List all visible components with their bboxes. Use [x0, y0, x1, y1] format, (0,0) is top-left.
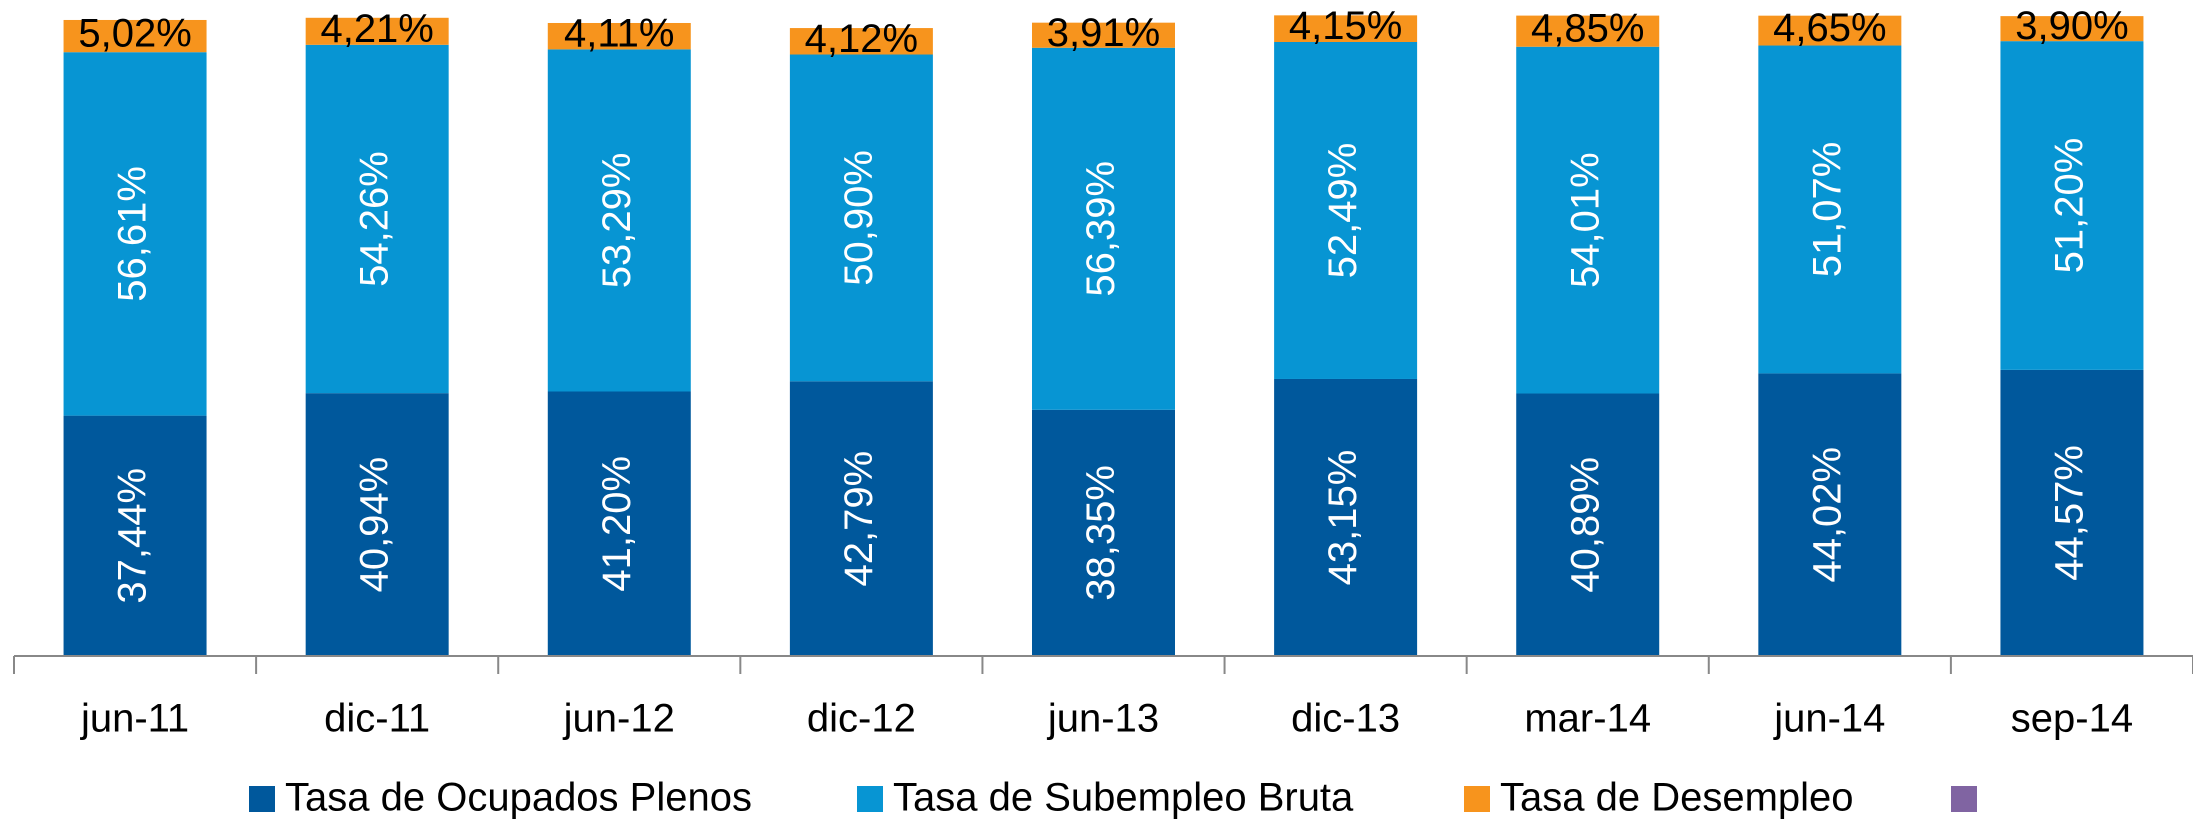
bar-segment	[547, 22, 691, 50]
bar-segment	[1032, 22, 1175, 48]
bar-segment	[1516, 393, 1660, 656]
bar-segment	[305, 17, 449, 45]
bar-segment	[305, 393, 449, 656]
data-label: 51,20%	[2048, 138, 2092, 274]
bar-segment	[1516, 46, 1660, 394]
bar-segment	[1274, 41, 1418, 379]
bar-segment	[2000, 369, 2144, 656]
data-label: 40,89%	[1563, 457, 1607, 593]
data-label: 4,11%	[564, 12, 674, 56]
bar-segment	[63, 19, 207, 53]
x-tick-label: mar-14	[1524, 697, 1651, 741]
x-tick-label: dic-12	[807, 697, 916, 741]
data-label: 54,26%	[353, 151, 397, 287]
x-tick-label: dic-13	[1291, 697, 1400, 741]
x-tick-label: sep-14	[2011, 697, 2133, 741]
legend-swatch	[1951, 786, 1977, 812]
bar-segment	[63, 415, 207, 656]
bar-segment	[1032, 409, 1175, 656]
legend-swatch	[1464, 786, 1490, 812]
data-label: 51,07%	[1805, 142, 1849, 278]
bar-segment	[1516, 15, 1660, 47]
data-label: 4,12%	[805, 17, 918, 61]
bar-segment	[789, 28, 933, 55]
bar-segment	[1032, 47, 1175, 410]
data-label: 50,90%	[837, 150, 881, 286]
data-label: 4,15%	[1289, 4, 1402, 48]
bar-segment	[1274, 15, 1418, 42]
data-label: 42,79%	[837, 451, 881, 587]
bar-segment	[2000, 41, 2144, 370]
data-label: 40,94%	[353, 457, 397, 593]
data-label: 37,44%	[111, 468, 155, 604]
data-label: 44,57%	[2048, 445, 2092, 581]
legend-label: Tasa de Subempleo Bruta	[893, 776, 1354, 820]
data-label: 4,65%	[1773, 6, 1886, 50]
data-label: 43,15%	[1321, 450, 1365, 586]
legend-swatch	[249, 786, 275, 812]
bar-segment	[1758, 373, 1902, 656]
data-label: 38,35%	[1079, 465, 1123, 601]
data-label: 5,02%	[78, 12, 191, 56]
bar-segment	[2000, 16, 2144, 42]
bar-segment	[547, 49, 691, 392]
x-tick-label: jun-11	[80, 697, 189, 741]
data-label: 44,02%	[1805, 447, 1849, 583]
data-label: 4,21%	[320, 7, 433, 51]
data-label: 56,61%	[111, 166, 155, 302]
legend-swatch	[857, 786, 883, 812]
data-label: 54,01%	[1563, 152, 1607, 288]
data-label: 3,91%	[1047, 11, 1160, 55]
x-tick-label: jun-13	[1047, 697, 1159, 741]
x-tick-label: jun-12	[563, 697, 675, 741]
bar-segment	[1758, 15, 1902, 46]
data-label: 52,49%	[1321, 143, 1365, 279]
x-tick-label: dic-11	[324, 697, 430, 741]
bar-segment	[789, 54, 933, 382]
data-label: 56,39%	[1079, 161, 1123, 297]
bar-segment	[547, 391, 691, 656]
legend-label: Tasa de Desempleo	[1500, 776, 1854, 820]
bar-segment	[789, 381, 933, 656]
bar-segment	[1274, 378, 1418, 656]
data-label: 41,20%	[595, 456, 639, 592]
data-label: 3,90%	[2015, 4, 2128, 48]
legend-label: Tasa de Ocupados Plenos	[285, 776, 752, 820]
bar-segment	[1758, 45, 1902, 374]
x-tick-label: jun-14	[1773, 697, 1885, 741]
data-label: 4,85%	[1531, 7, 1644, 51]
bar-segment	[63, 52, 207, 416]
bar-segment	[305, 44, 449, 394]
data-label: 53,29%	[595, 153, 639, 289]
